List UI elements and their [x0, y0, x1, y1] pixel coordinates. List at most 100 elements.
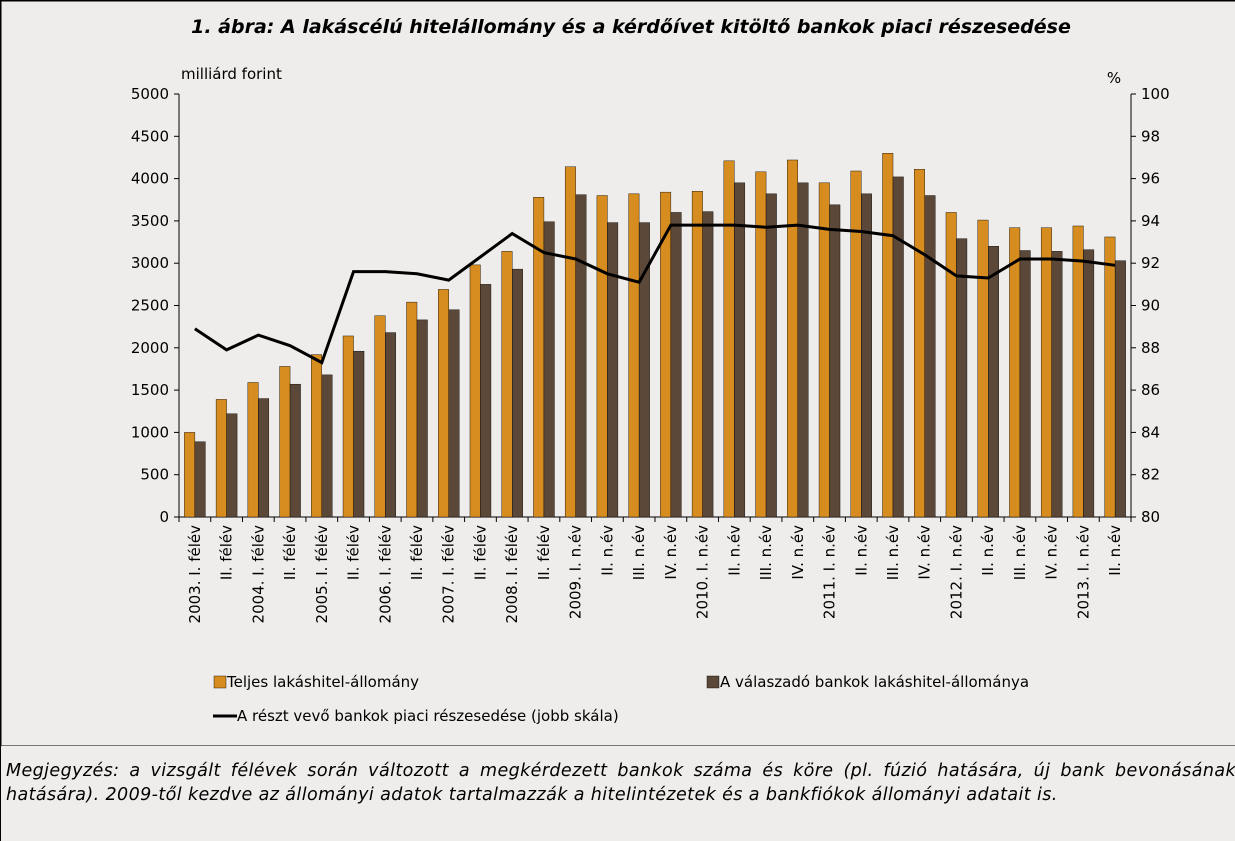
bar: [1009, 227, 1021, 518]
x-tick-label: 2003. I. félév: [186, 525, 204, 624]
y2-tick-label: 100: [1141, 85, 1170, 103]
bar: [480, 284, 492, 518]
bar: [956, 238, 968, 518]
y-tick-label: 500: [140, 466, 169, 484]
legend-swatch: [706, 675, 720, 689]
bar: [215, 399, 227, 518]
y-tick-label: 4500: [131, 127, 169, 145]
line-series: [194, 223, 1116, 365]
bar: [892, 176, 904, 518]
bar: [416, 319, 428, 518]
bar: [353, 350, 365, 518]
bar: [734, 182, 746, 518]
y2-tick-label: 94: [1141, 212, 1160, 230]
y-tick-label: 3000: [131, 254, 169, 272]
x-tick-label: II. n.év: [725, 525, 743, 576]
x-tick-label: 2006. I. félév: [376, 525, 394, 624]
bar: [1072, 225, 1084, 518]
y-tick-label: 3500: [131, 212, 169, 230]
bar: [723, 160, 735, 518]
bar: [861, 193, 872, 518]
bar: [448, 309, 460, 518]
bar: [1019, 250, 1031, 518]
bar: [670, 212, 682, 518]
bar: [1051, 251, 1063, 518]
x-tick-label: II. n.év: [852, 525, 870, 576]
x-tick-label: 2013. I. n.év: [1074, 525, 1092, 619]
bar: [691, 191, 703, 518]
x-tick-label: 2011. I. n.év: [821, 525, 839, 619]
bar: [575, 194, 587, 518]
y-tick-label: 0: [159, 508, 169, 526]
x-tick-label: 2012. I. n.év: [947, 525, 965, 619]
bar: [564, 166, 576, 518]
bar: [289, 383, 301, 518]
bar: [385, 332, 396, 518]
bar: [1083, 249, 1095, 518]
x-tick-label: II. félév: [218, 525, 236, 580]
bar: [321, 374, 333, 518]
x-tick-label: 2009. I. n.év: [567, 525, 585, 619]
bar: [924, 195, 936, 518]
bar: [755, 171, 767, 518]
x-tick-label: II. félév: [345, 525, 363, 580]
x-tick-label: II. félév: [471, 525, 489, 580]
bar: [596, 195, 608, 518]
y2-tick-label: 92: [1141, 254, 1160, 272]
bar: [765, 193, 777, 518]
bar: [247, 382, 259, 518]
bar: [882, 153, 894, 518]
x-tick-label: III. n.év: [757, 525, 775, 580]
y2-tick-label: 88: [1141, 339, 1160, 357]
x-tick-label: II. félév: [535, 525, 553, 580]
chart-title: 1. ábra: A lakáscélú hitelállomány és a …: [191, 16, 1071, 38]
bar: [184, 432, 196, 518]
y-tick-label: 4000: [131, 170, 169, 188]
x-tick-label: IV. n.év: [662, 525, 680, 580]
x-tick-label: II. n.év: [1106, 525, 1124, 576]
y2-tick-label: 98: [1141, 127, 1160, 145]
bar: [818, 182, 830, 518]
bar: [194, 441, 206, 518]
bar: [342, 335, 354, 518]
y2-tick-label: 86: [1141, 381, 1160, 399]
bar: [226, 413, 238, 518]
y2-tick-label: 96: [1141, 170, 1160, 188]
x-tick-label: IV. n.év: [1043, 525, 1061, 580]
bar: [628, 193, 640, 518]
y2-axis-title: %: [1107, 69, 1121, 87]
bar: [702, 211, 714, 518]
bar: [543, 221, 555, 518]
bar: [607, 222, 619, 518]
x-tick-label: 2007. I. félév: [440, 525, 458, 624]
y-tick-label: 5000: [131, 85, 169, 103]
x-tick-label: 2010. I. n.év: [694, 525, 712, 619]
legend-label: A részt vevő bankok piaci részesedése (j…: [237, 707, 619, 725]
x-tick-label: II. félév: [408, 525, 426, 580]
bar: [512, 268, 523, 518]
y-axis-title: milliárd forint: [181, 65, 282, 83]
bar: [258, 398, 270, 518]
y-tick-label: 2500: [131, 297, 169, 315]
bar: [914, 169, 925, 518]
bar: [374, 315, 386, 518]
x-tick-label: III. n.év: [884, 525, 902, 580]
bar: [850, 170, 862, 518]
legend-label: Teljes lakáshitel-állomány: [226, 673, 419, 691]
y2-tick-label: 80: [1141, 508, 1160, 526]
bar: [406, 301, 418, 518]
bar: [1040, 227, 1052, 518]
bar: [469, 264, 481, 518]
y-tick-label: 1500: [131, 381, 169, 399]
bar: [977, 219, 989, 518]
bar: [501, 251, 513, 518]
bar: [1114, 260, 1126, 518]
x-tick-label: 2004. I. félév: [249, 525, 267, 624]
x-tick-label: 2005. I. félév: [313, 525, 331, 624]
legend-label: A válaszadó bankok lakáshitel-állománya: [720, 673, 1029, 691]
bar: [438, 289, 449, 518]
note: Megjegyzés: a vizsgált félévek során vál…: [6, 761, 1235, 805]
y2-tick-label: 84: [1141, 423, 1160, 441]
bar: [638, 222, 650, 518]
